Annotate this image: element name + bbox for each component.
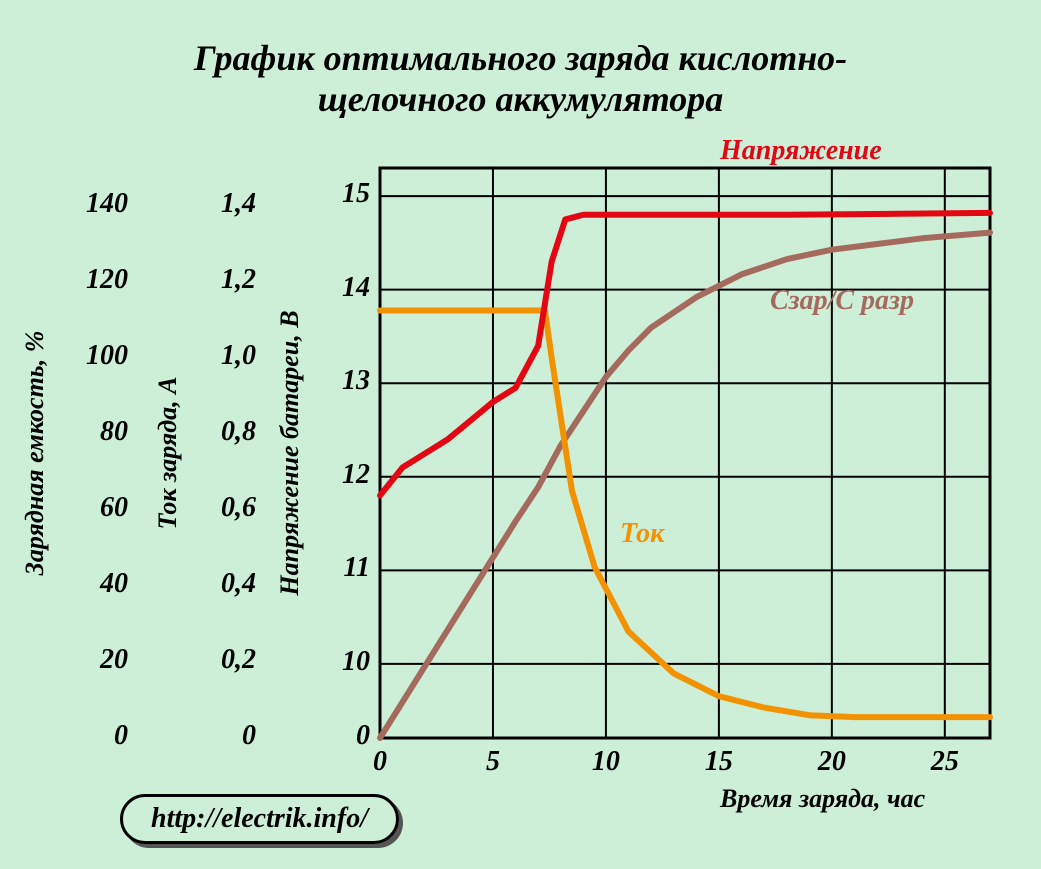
axis-tick: 40 (62, 568, 128, 600)
axis-tick: 14 (320, 272, 370, 304)
y1-axis-label: Зарядная емкость, % (20, 331, 50, 576)
axis-tick: 1,2 (190, 264, 256, 296)
axis-tick: 80 (62, 416, 128, 448)
source-link[interactable]: http://electrik.info/ (120, 794, 399, 844)
y2-axis-label: Ток заряда, А (153, 376, 183, 529)
axis-tick: 0 (62, 720, 128, 752)
y3-axis-label: Напряжение батареи, В (275, 310, 305, 595)
axis-tick: 20 (62, 644, 128, 676)
axis-tick: 11 (320, 552, 370, 584)
axis-tick: 5 (486, 746, 500, 778)
axis-tick: 0,2 (190, 644, 256, 676)
axis-tick: 100 (62, 340, 128, 372)
axis-tick: 0,6 (190, 492, 256, 524)
axis-tick: 120 (62, 264, 128, 296)
axis-tick: 1,4 (190, 188, 256, 220)
axis-tick: 60 (62, 492, 128, 524)
axis-tick: 25 (931, 746, 959, 778)
axis-tick: 0 (373, 746, 387, 778)
axis-tick: 140 (62, 188, 128, 220)
capacity-series-label: Cзар/C разр (770, 285, 914, 317)
voltage-series-label: Напряжение (720, 135, 882, 167)
x-axis-label: Время заряда, час (720, 784, 925, 814)
axis-tick: 13 (320, 365, 370, 397)
axis-tick: 10 (320, 646, 370, 678)
axis-tick: 0 (320, 720, 370, 752)
axis-tick: 0,8 (190, 416, 256, 448)
axis-tick: 12 (320, 459, 370, 491)
axis-tick: 0 (190, 720, 256, 752)
axis-tick: 1,0 (190, 340, 256, 372)
axis-tick: 15 (705, 746, 733, 778)
axis-tick: 20 (818, 746, 846, 778)
axis-tick: 10 (592, 746, 620, 778)
current-series-label: Ток (620, 518, 664, 550)
axis-tick: 0,4 (190, 568, 256, 600)
axis-tick: 15 (320, 178, 370, 210)
